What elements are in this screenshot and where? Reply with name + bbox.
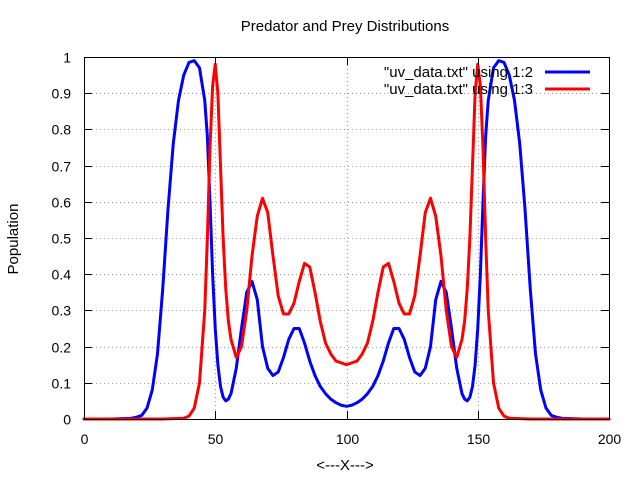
y-tick-label: 0.1 xyxy=(52,376,72,392)
y-tick-label: 1 xyxy=(63,50,71,66)
x-tick-label: 0 xyxy=(81,431,89,447)
y-tick-label: 0.5 xyxy=(52,231,72,247)
y-tick-label: 0.4 xyxy=(52,267,72,283)
grid-lines xyxy=(84,57,609,419)
y-tick-label: 0 xyxy=(63,412,71,428)
y-axis-label: Population xyxy=(5,204,22,275)
legend-label-2: "uv_data.txt" using 1:3 xyxy=(384,81,533,98)
legend: "uv_data.txt" using 1:2"uv_data.txt" usi… xyxy=(384,64,590,98)
axis-ticks: 0 50 100 150 200 0 0.1 0.2 0.3 0.4 0.5 0.6 0.7 0.8 0.9… xyxy=(52,50,622,448)
x-tick-label: 50 xyxy=(208,431,224,447)
x-tick-label: 150 xyxy=(467,431,491,447)
series-line-2 xyxy=(82,62,611,421)
y-tick-label: 0.9 xyxy=(52,86,72,102)
y-tick-label: 0.2 xyxy=(52,340,72,356)
y-tick-label: 0.8 xyxy=(52,122,72,138)
series-line-1 xyxy=(82,59,611,421)
y-tick-label: 0.6 xyxy=(52,195,72,211)
y-tick-label: 0.7 xyxy=(52,159,72,175)
x-tick-label: 200 xyxy=(598,431,622,447)
y-tick-label: 0.3 xyxy=(52,303,72,319)
legend-label-1: "uv_data.txt" using 1:2 xyxy=(384,64,533,81)
x-tick-label: 100 xyxy=(336,431,360,447)
series-layer xyxy=(82,59,611,421)
chart-title: Predator and Prey Distributions xyxy=(241,18,449,35)
x-axis-label: <---X---> xyxy=(316,457,374,474)
